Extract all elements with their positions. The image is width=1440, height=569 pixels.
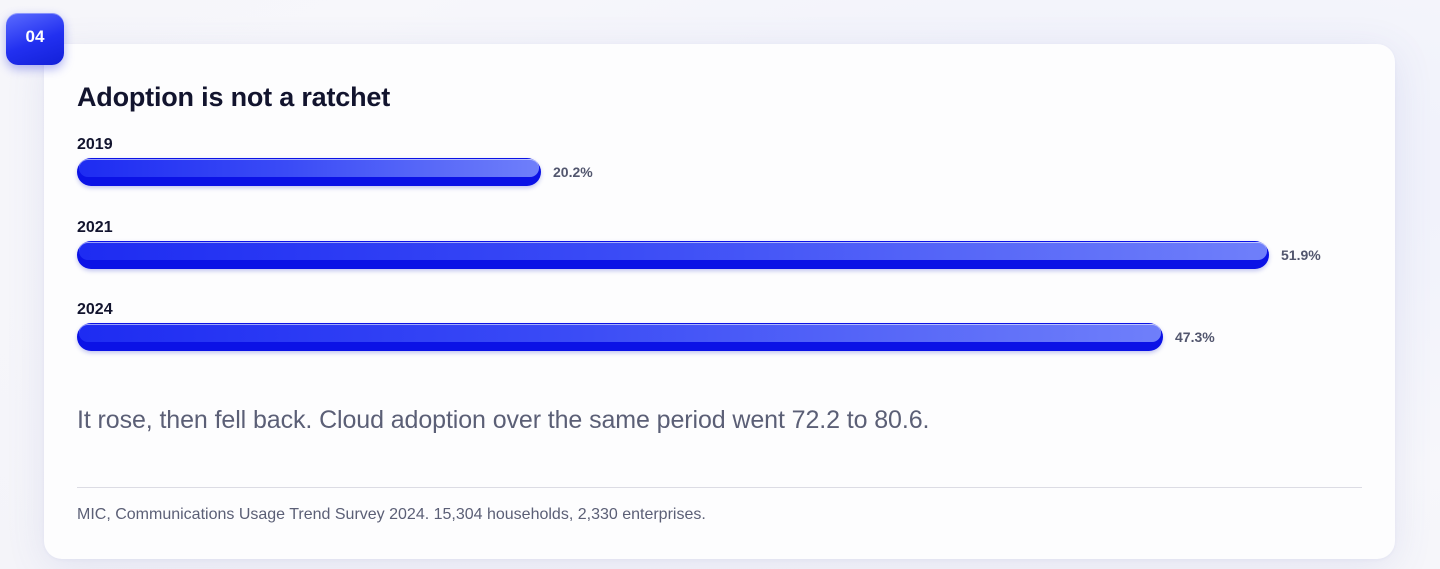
bar-category-label: 2019 [77, 136, 113, 153]
bar-track [77, 158, 541, 186]
source-note: MIC, Communications Usage Trend Survey 2… [77, 506, 706, 523]
divider [77, 487, 1362, 488]
bar-chart: 2019 20.2% 2021 51.9% 2024 47.3% [44, 44, 1395, 374]
bar-2024 [77, 323, 1163, 351]
bar-track [77, 323, 1163, 351]
bar-value-label: 51.9% [1281, 246, 1321, 263]
bar-2021 [77, 240, 1269, 269]
chart-caption: It rose, then fell back. Cloud adoption … [77, 406, 930, 434]
chart-card: Adoption is not a ratchet 2019 20.2% 2021 5… [44, 44, 1395, 559]
slide-number-badge: 04 [6, 13, 64, 65]
bar-track [77, 240, 1269, 269]
bar-category-label: 2024 [77, 301, 113, 318]
bar-2019 [77, 158, 541, 186]
bar-category-label: 2021 [77, 218, 113, 236]
bar-value-label: 20.2% [553, 164, 593, 180]
chart-title: Adoption is not a ratchet [77, 82, 391, 112]
bar-value-label: 47.3% [1175, 329, 1215, 345]
